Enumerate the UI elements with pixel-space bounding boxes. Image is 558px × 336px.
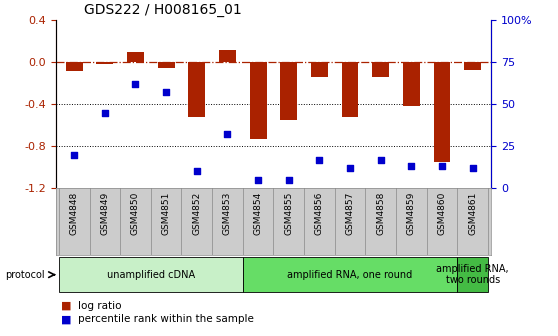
Text: GDS222 / H008165_01: GDS222 / H008165_01 bbox=[84, 3, 242, 17]
Text: GSM4852: GSM4852 bbox=[193, 192, 201, 235]
Text: percentile rank within the sample: percentile rank within the sample bbox=[78, 314, 254, 324]
Text: protocol: protocol bbox=[6, 270, 45, 280]
Point bbox=[223, 132, 232, 137]
Bar bbox=[243, 257, 458, 292]
Text: GSM4858: GSM4858 bbox=[376, 192, 385, 235]
Point bbox=[254, 177, 263, 182]
Text: GSM4857: GSM4857 bbox=[345, 192, 354, 235]
Text: GSM4859: GSM4859 bbox=[407, 192, 416, 235]
Bar bbox=[372, 62, 389, 77]
Text: GSM4851: GSM4851 bbox=[162, 192, 171, 235]
Text: GSM4848: GSM4848 bbox=[70, 192, 79, 235]
Bar bbox=[219, 50, 236, 62]
Bar bbox=[458, 257, 488, 292]
Text: amplified RNA,
two rounds: amplified RNA, two rounds bbox=[436, 264, 509, 286]
Point bbox=[407, 164, 416, 169]
Bar bbox=[403, 62, 420, 106]
Text: log ratio: log ratio bbox=[78, 301, 122, 311]
Bar bbox=[97, 62, 113, 64]
Bar bbox=[341, 62, 358, 117]
Point bbox=[376, 157, 385, 162]
Point bbox=[437, 164, 446, 169]
Point bbox=[162, 90, 171, 95]
Bar bbox=[280, 62, 297, 120]
Point bbox=[131, 81, 140, 87]
Text: unamplified cDNA: unamplified cDNA bbox=[107, 270, 195, 280]
Bar bbox=[464, 62, 481, 70]
Bar bbox=[158, 62, 175, 69]
Point bbox=[345, 165, 354, 171]
Point bbox=[193, 169, 201, 174]
Text: ■: ■ bbox=[61, 301, 72, 311]
Text: GSM4853: GSM4853 bbox=[223, 192, 232, 235]
Text: amplified RNA, one round: amplified RNA, one round bbox=[287, 270, 413, 280]
Point bbox=[70, 152, 79, 157]
Bar bbox=[311, 62, 328, 77]
Text: GSM4855: GSM4855 bbox=[284, 192, 294, 235]
Text: GSM4850: GSM4850 bbox=[131, 192, 140, 235]
Text: GSM4854: GSM4854 bbox=[253, 192, 263, 235]
Bar bbox=[434, 62, 450, 162]
Point bbox=[315, 157, 324, 162]
Point bbox=[468, 165, 477, 171]
Text: GSM4861: GSM4861 bbox=[468, 192, 477, 235]
Point bbox=[284, 177, 293, 182]
Bar bbox=[127, 52, 144, 62]
Text: GSM4849: GSM4849 bbox=[100, 192, 109, 235]
Text: GSM4860: GSM4860 bbox=[437, 192, 446, 235]
Text: GSM4856: GSM4856 bbox=[315, 192, 324, 235]
Bar bbox=[249, 62, 267, 139]
Text: ■: ■ bbox=[61, 314, 72, 324]
Bar bbox=[189, 62, 205, 117]
Bar bbox=[59, 257, 243, 292]
Bar bbox=[66, 62, 83, 71]
Point bbox=[100, 110, 109, 115]
